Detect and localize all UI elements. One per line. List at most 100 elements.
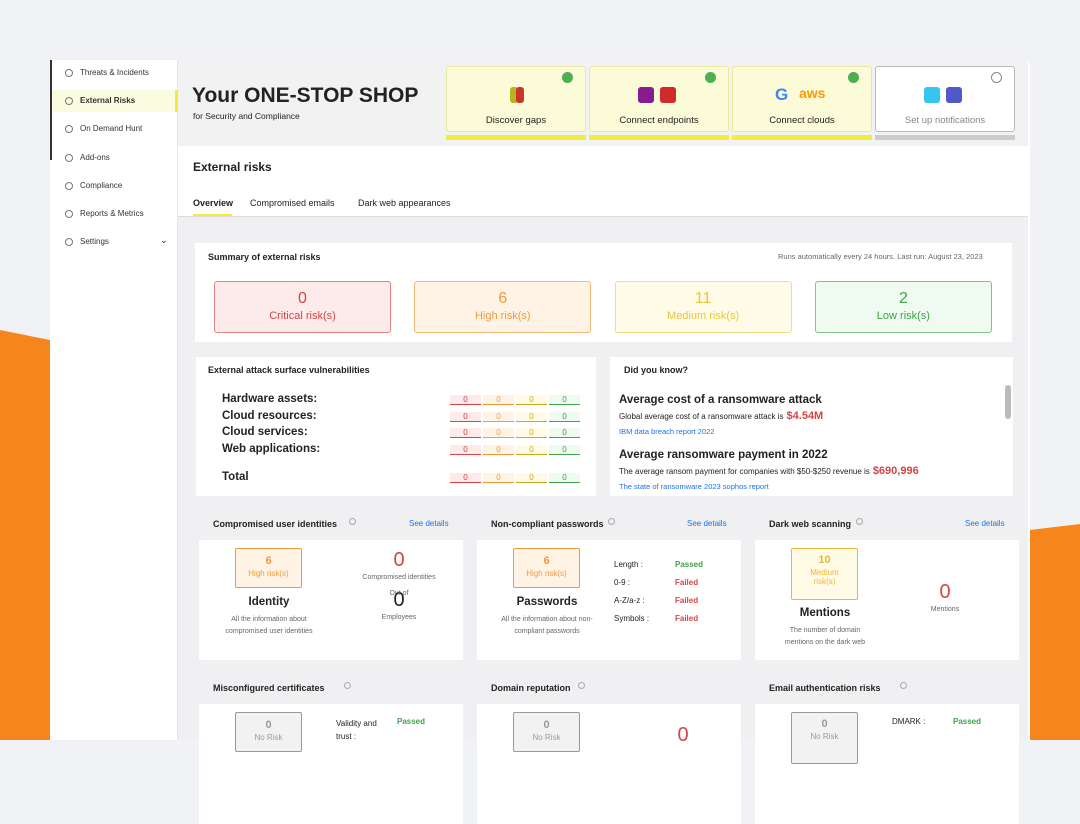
page-title: External risks — [193, 160, 272, 174]
risk-box[interactable]: 0 Critical risk(s) — [214, 281, 391, 333]
menu-item[interactable]: Compliance — [80, 180, 123, 190]
vuln-label: Web applications: — [222, 442, 321, 455]
step-label: Set up notifications — [904, 115, 986, 126]
check-status: Passed — [675, 560, 704, 569]
vuln-count: 0 — [516, 428, 547, 438]
stat-between: Out of — [389, 590, 409, 597]
dyk-title: Did you know? — [624, 365, 688, 375]
summary-title: Summary of external risks — [208, 252, 321, 262]
fact-link[interactable]: The state of ransomware 2023 sophos repo… — [619, 482, 769, 491]
vuln-count: 0 — [483, 473, 514, 483]
tab[interactable]: Compromised emails — [250, 198, 335, 208]
menu-item[interactable]: Settings — [80, 237, 109, 247]
header-title: Your ONE-STOP SHOP — [192, 84, 419, 107]
check-label: Length : — [614, 560, 643, 569]
step-progress — [589, 135, 729, 140]
badge-count: 0 — [821, 718, 828, 730]
risk-count: 2 — [898, 290, 908, 307]
tab-underline — [193, 214, 232, 216]
risk-count: 6 — [498, 290, 508, 307]
stat-value: 0 — [677, 724, 689, 746]
tab[interactable]: Overview — [193, 198, 234, 208]
risk-badge: 0 No Risk — [513, 712, 580, 752]
vuln-label: Total — [222, 471, 249, 483]
vuln-count: 0 — [450, 395, 481, 405]
scrollbar[interactable] — [1005, 385, 1011, 419]
card-description: The number of domain mentions on the dar… — [784, 627, 866, 646]
check-status: Passed — [397, 717, 426, 726]
menu-item[interactable]: Reports & Metrics — [80, 209, 144, 218]
risk-box[interactable]: 11 Medium risk(s) — [614, 281, 792, 333]
vuln-count: 0 — [516, 444, 547, 455]
menu-icon — [65, 238, 73, 247]
stat-value: 0 — [393, 589, 405, 611]
fact-text: The average ransom payment for companies… — [619, 465, 919, 477]
badge-count: 6 — [265, 555, 272, 567]
vuln-title: External attack surface vulnerabilities — [208, 365, 370, 375]
stat-label: Employees — [381, 614, 417, 621]
pending-icon — [991, 72, 1002, 83]
stat-value: 0 — [393, 549, 405, 571]
vuln-panel — [196, 357, 596, 496]
vuln-label: Cloud resources: — [222, 409, 317, 422]
card-name: Passwords — [516, 596, 578, 608]
menu-item[interactable]: Add-ons — [80, 152, 110, 162]
tab[interactable]: Dark web appearances — [358, 198, 451, 208]
risk-badge: 0 No Risk — [235, 712, 302, 752]
see-details[interactable]: See details — [965, 519, 1005, 528]
menu-item[interactable]: On Demand Hunt — [80, 124, 143, 134]
fact-heading: Average cost of a ransomware attack — [619, 394, 822, 406]
vuln-count: 0 — [549, 473, 580, 483]
logo: G — [775, 85, 789, 104]
step-progress — [446, 135, 586, 140]
vuln-count: 0 — [549, 444, 580, 455]
vuln-count: 0 — [450, 428, 481, 438]
step-card[interactable]: Set up notifications — [875, 66, 1015, 132]
fact-text: Global average cost of a ransomware atta… — [619, 410, 823, 422]
card-title: Email authentication risks — [769, 683, 881, 693]
card-name: Identity — [248, 596, 290, 608]
vuln-count: 0 — [450, 411, 481, 422]
menu-item[interactable]: Threats & Incidents — [80, 68, 149, 77]
see-details[interactable]: See details — [409, 519, 449, 528]
badge-label: High risk(s) — [248, 569, 289, 578]
info-icon — [607, 518, 615, 525]
menu-icon — [65, 181, 73, 190]
background-shapes — [0, 330, 1080, 740]
badge-count: 6 — [543, 555, 550, 567]
menu-item[interactable]: External Risks — [80, 96, 136, 106]
check-icon — [562, 72, 573, 83]
check-label: A-Z/a-z : — [614, 596, 645, 605]
logo-icon — [510, 87, 518, 103]
vuln-count: 0 — [549, 395, 580, 405]
check-status: Failed — [675, 596, 699, 605]
logo-icon — [660, 87, 676, 103]
fact-highlight: $690,996 — [872, 465, 919, 477]
logo-icon — [946, 87, 962, 103]
fact-text-body: Global average cost of a ransomware atta… — [619, 412, 784, 421]
step-card[interactable]: Connect endpoints — [589, 66, 729, 132]
card-title: Dark web scanning — [769, 519, 852, 529]
risk-badge: 0 No Risk — [791, 712, 858, 764]
check-status: Passed — [953, 717, 982, 726]
badge-count: 10 — [818, 554, 831, 566]
risk-box[interactable]: 2 Low risk(s) — [814, 281, 992, 333]
stat-value: 0 — [939, 581, 951, 603]
vuln-count: 0 — [516, 473, 547, 483]
card-title: Compromised user identities — [213, 519, 338, 529]
check-icon — [705, 72, 716, 83]
step-card[interactable]: Discover gaps — [446, 66, 586, 132]
vuln-count: 0 — [483, 444, 514, 455]
vuln-count: 0 — [483, 428, 514, 438]
logo-icon — [516, 87, 524, 103]
fact-link[interactable]: IBM data breach report 2022 — [619, 427, 715, 436]
risk-box[interactable]: 6 High risk(s) — [414, 281, 592, 333]
see-details[interactable]: See details — [687, 519, 727, 528]
card-description: All the information about non-compliant … — [501, 616, 593, 635]
chevron[interactable]: ⌄ — [160, 235, 168, 246]
orange-shape — [1030, 524, 1080, 740]
risk-count: 0 — [298, 290, 307, 307]
info-icon — [578, 682, 586, 689]
step-label: Connect clouds — [769, 115, 835, 126]
